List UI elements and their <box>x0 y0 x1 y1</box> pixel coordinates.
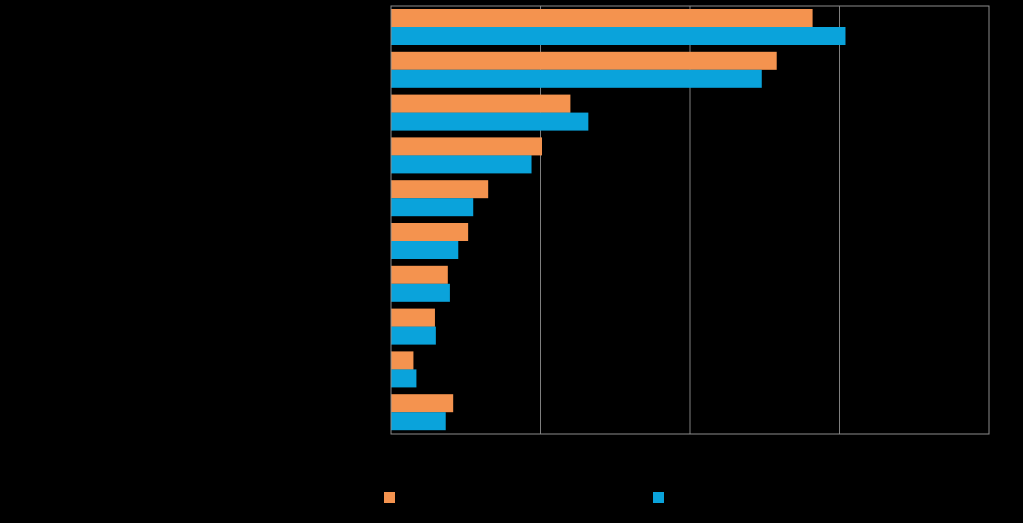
bar-series-2-category-8 <box>391 326 436 345</box>
bar-series-2-category-3 <box>391 112 589 131</box>
legend-swatch-series-1 <box>384 491 395 503</box>
legend-swatch-series-2 <box>653 491 664 503</box>
bar-series-2-category-4 <box>391 155 532 174</box>
bars <box>391 9 846 431</box>
bar-series-1-category-8 <box>391 308 435 327</box>
bar-series-2-category-6 <box>391 241 459 259</box>
bar-series-1-category-2 <box>391 51 777 70</box>
bar-series-1-category-6 <box>391 223 469 241</box>
bar-series-2-category-7 <box>391 283 450 302</box>
bar-series-1-category-5 <box>391 180 489 199</box>
bar-series-1-category-4 <box>391 137 542 156</box>
bar-series-2-category-2 <box>391 69 762 88</box>
bar-series-1-category-7 <box>391 265 448 284</box>
bar-series-1-category-3 <box>391 94 571 113</box>
bar-series-2-category-10 <box>391 412 446 431</box>
bar-series-1-category-1 <box>391 9 813 27</box>
bar-series-2-category-9 <box>391 369 417 388</box>
bar-series-1-category-9 <box>391 351 414 370</box>
bar-series-2-category-1 <box>391 27 846 45</box>
plot-border <box>390 5 990 435</box>
legend-item-series-2 <box>653 490 670 504</box>
bar-series-1-category-10 <box>391 394 454 413</box>
plot-frame <box>390 5 990 435</box>
legend-item-series-1 <box>384 490 401 504</box>
bar-series-2-category-5 <box>391 198 474 217</box>
